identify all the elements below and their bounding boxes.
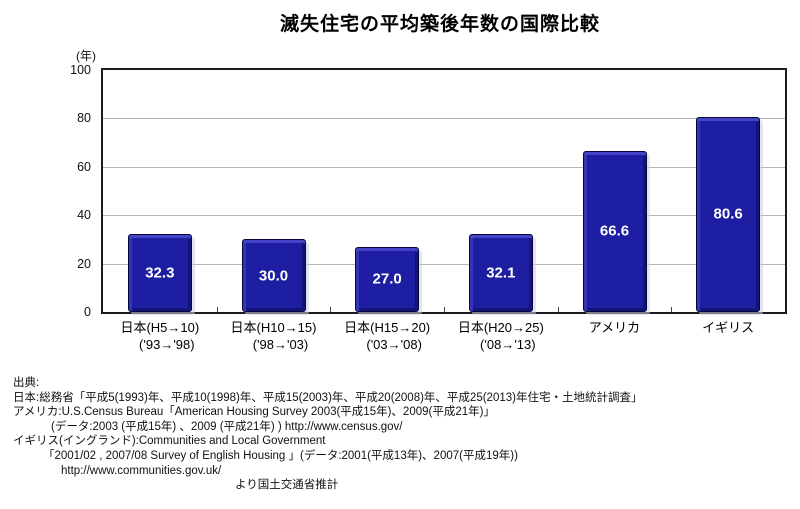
x-axis-tick [557, 307, 559, 312]
source-line: 日本:総務省「平成5(1993)年、平成10(1998)年、平成15(2003)… [13, 391, 643, 404]
plot-area [101, 68, 787, 314]
y-tick-label: 0 [84, 305, 91, 319]
gridline [103, 263, 785, 265]
x-tick-label-line1: 日本(H5→10) [120, 320, 200, 335]
x-tick-label-line1: イギリス [702, 320, 755, 335]
x-tick-label-line1: 日本(H20→25) [457, 320, 544, 335]
x-tick-label: 日本(H15→20) ('03→'08) [330, 319, 444, 353]
x-axis-tick [671, 307, 673, 312]
gridline [103, 215, 785, 217]
x-tick-label: アメリカ [558, 319, 672, 336]
bar-value-label: 32.3 [145, 264, 175, 282]
bar-value-label: 66.6 [599, 222, 630, 240]
x-tick-label-line2: ('08→'13) [480, 337, 536, 352]
x-axis-tick [330, 307, 332, 312]
source-notes: 出典: 日本:総務省「平成5(1993)年、平成10(1998)年、平成15(20… [13, 376, 793, 493]
x-tick-label-line2: ('03→'08) [366, 337, 422, 352]
x-tick-label: 日本(H20→25) ('08→'13) [444, 319, 558, 353]
x-tick-label-line1: 日本(H15→20) [344, 320, 431, 335]
y-axis-unit-label: (年) [76, 49, 96, 63]
source-line: http://www.communities.gov.uk/ [61, 464, 222, 477]
x-tick-label: 日本(H5→10) ('93→'98) [103, 319, 217, 353]
chart-title: 滅失住宅の平均築後年数の国際比較 [279, 14, 600, 35]
bar: 80.6 [696, 116, 761, 312]
y-tick-label: 80 [77, 111, 91, 126]
bar-value-label: 27.0 [372, 270, 402, 288]
bar: 30.0 [241, 239, 306, 312]
y-tick-label: 20 [77, 256, 91, 271]
bar: 27.0 [355, 246, 420, 312]
bar-value-label: 30.0 [258, 267, 289, 285]
x-tick-label-line2: ('98→'03) [252, 337, 309, 352]
x-tick-label: イギリス [671, 319, 785, 336]
y-tick-label: 40 [77, 208, 91, 223]
source-line: 出典: [13, 377, 40, 389]
gridline [103, 166, 785, 168]
source-line: イギリス(イングランド):Communities and Local Gover… [13, 435, 326, 448]
x-tick-label-line1: アメリカ [588, 320, 641, 335]
x-axis-tick [444, 307, 445, 312]
bar: 32.1 [468, 234, 533, 312]
x-tick-label-line2: ('93→'98) [139, 337, 195, 352]
source-line: (データ:2003 (平成15年) 、2009 (平成21年) ) http:/… [51, 420, 403, 433]
x-tick-label-line1: 日本(H10→15) [230, 320, 317, 335]
y-tick-label: 60 [77, 159, 91, 174]
x-tick-label: 日本(H10→15) ('98→'03) [217, 319, 331, 353]
bar: 32.3 [127, 233, 192, 312]
y-tick-label: 100 [70, 63, 91, 77]
bar-value-label: 80.6 [713, 205, 743, 223]
source-line: アメリカ:U.S.Census Bureau「American Housing … [13, 406, 495, 419]
source-line: 「2001/02 , 2007/08 Survey of English Hou… [43, 449, 518, 462]
x-axis-tick [216, 307, 218, 312]
bar: 66.6 [582, 150, 647, 312]
bar-value-label: 32.1 [486, 264, 516, 282]
source-line: より国土交通省推計 [235, 479, 339, 492]
gridline [103, 118, 785, 120]
